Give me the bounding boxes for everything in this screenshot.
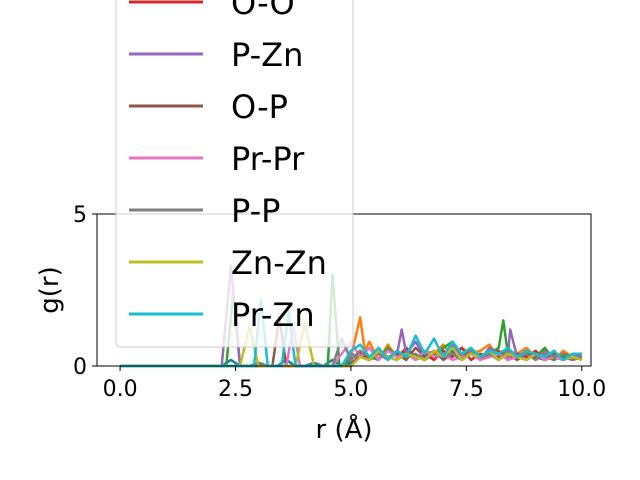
legend-box (115, 0, 354, 348)
x-tick-label: 0.0 (103, 377, 138, 402)
y-axis-label: g(r) (35, 266, 65, 313)
x-tick-label: 10.0 (557, 377, 606, 402)
x-tick-label: 5.0 (333, 377, 368, 402)
x-axis-label: r (Å) (315, 413, 372, 445)
tick-layer: 0.0 2.5 5.0 7.5 10.0 0 5 (73, 203, 606, 402)
legend-label: P-Zn (231, 36, 303, 74)
legend: O-O P-Zn O-P Pr-Pr P-P Zn-Zn Pr-Zn (115, 0, 354, 348)
y-tick-label: 5 (73, 203, 87, 228)
x-tick-label: 7.5 (449, 377, 484, 402)
legend-label: O-O (231, 0, 295, 22)
legend-label: Zn-Zn (231, 244, 327, 282)
legend-label: Pr-Pr (231, 140, 305, 178)
legend-label: O-P (231, 88, 288, 126)
x-tick-label: 2.5 (218, 377, 253, 402)
legend-label: Pr-Zn (231, 296, 315, 334)
legend-label: P-P (231, 192, 280, 230)
y-tick-label: 0 (73, 355, 87, 380)
